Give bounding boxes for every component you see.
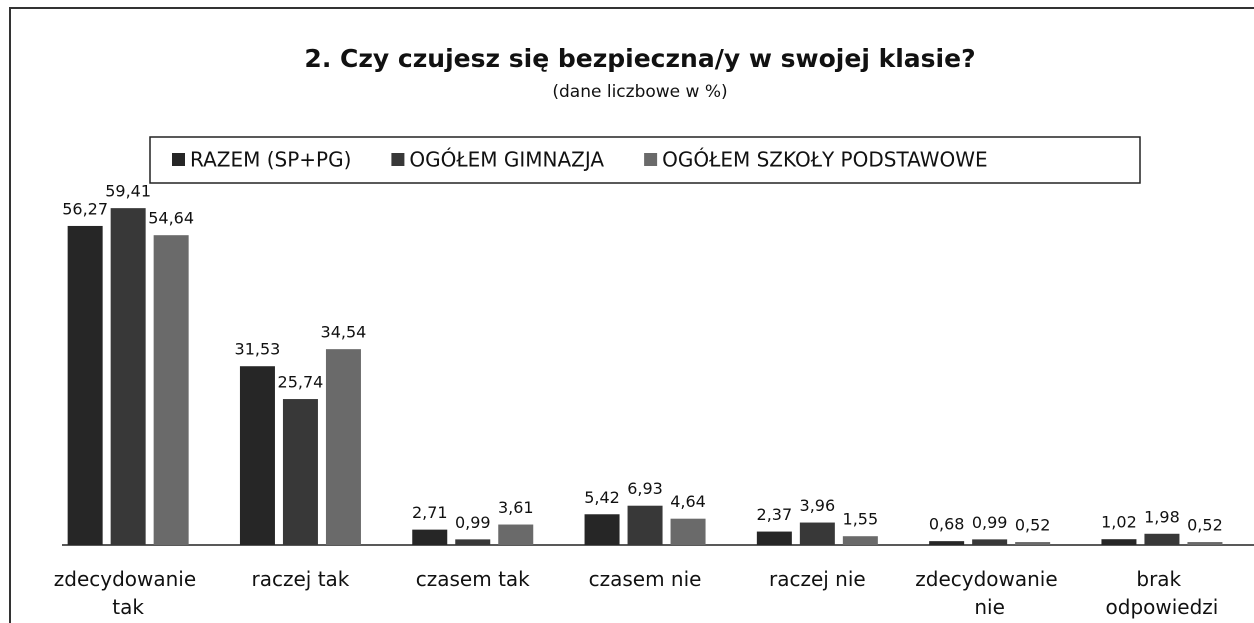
bar [627, 505, 663, 545]
value-label: 1,98 [1144, 507, 1180, 526]
legend-label: OGÓŁEM SZKOŁY PODSTAWOWE [662, 148, 988, 172]
value-label: 54,64 [148, 209, 194, 228]
bar [455, 539, 491, 545]
bar [929, 541, 965, 545]
bar [842, 536, 878, 545]
value-label: 0,52 [1187, 516, 1223, 535]
value-label: 25,74 [278, 373, 324, 392]
value-label: 2,71 [412, 503, 448, 522]
value-label: 1,02 [1101, 513, 1137, 532]
bar [282, 399, 318, 545]
bar [412, 529, 448, 545]
x-tick-label: czasem tak [416, 567, 530, 591]
value-label: 0,52 [1015, 516, 1051, 535]
frame [9, 7, 1254, 623]
bar [1187, 542, 1223, 545]
value-label: 59,41 [105, 182, 151, 201]
value-label: 1,55 [843, 510, 879, 529]
x-tick-label: raczej tak [252, 567, 350, 591]
bar [153, 235, 189, 545]
x-tick-label: raczej nie [769, 567, 866, 591]
bar [325, 349, 361, 545]
value-label: 3,96 [800, 496, 836, 515]
legend-box [149, 136, 1141, 184]
bar [67, 225, 103, 545]
value-label: 34,54 [321, 323, 367, 342]
bar [1101, 539, 1137, 545]
chart-title: 2. Czy czujesz się bezpieczna/y w swojej… [304, 44, 975, 73]
value-label: 56,27 [62, 199, 108, 218]
value-label: 0,99 [455, 513, 491, 532]
value-label: 4,64 [670, 492, 706, 511]
legend-swatch [391, 153, 405, 166]
x-tick-label: czasem nie [589, 567, 702, 591]
value-label: 3,61 [498, 498, 534, 517]
bar [1144, 533, 1180, 545]
value-label: 2,37 [757, 505, 793, 524]
legend-label: RAZEM (SP+PG) [190, 148, 351, 172]
chart-subtitle: (dane liczbowe w %) [552, 82, 727, 102]
value-label: 0,68 [929, 515, 965, 534]
bar [972, 539, 1008, 545]
value-label: 6,93 [627, 479, 663, 498]
value-label: 5,42 [584, 488, 620, 507]
x-tick-label: zdecydowanie tak [54, 567, 203, 619]
bar [1015, 542, 1051, 545]
bar [799, 522, 835, 545]
legend-label: OGÓŁEM GIMNAZJA [409, 148, 604, 172]
legend-swatch [172, 153, 185, 166]
bar [498, 524, 534, 545]
bar [670, 518, 706, 545]
bar [239, 366, 275, 545]
bar [756, 531, 792, 545]
value-label: 31,53 [235, 340, 281, 359]
x-tick-label: brak odpowiedzi [1106, 567, 1219, 619]
bar [584, 514, 620, 545]
legend-swatch [644, 153, 658, 166]
bar [110, 208, 146, 545]
value-label: 0,99 [972, 513, 1008, 532]
x-tick-label: zdecydowanie nie [915, 567, 1064, 619]
